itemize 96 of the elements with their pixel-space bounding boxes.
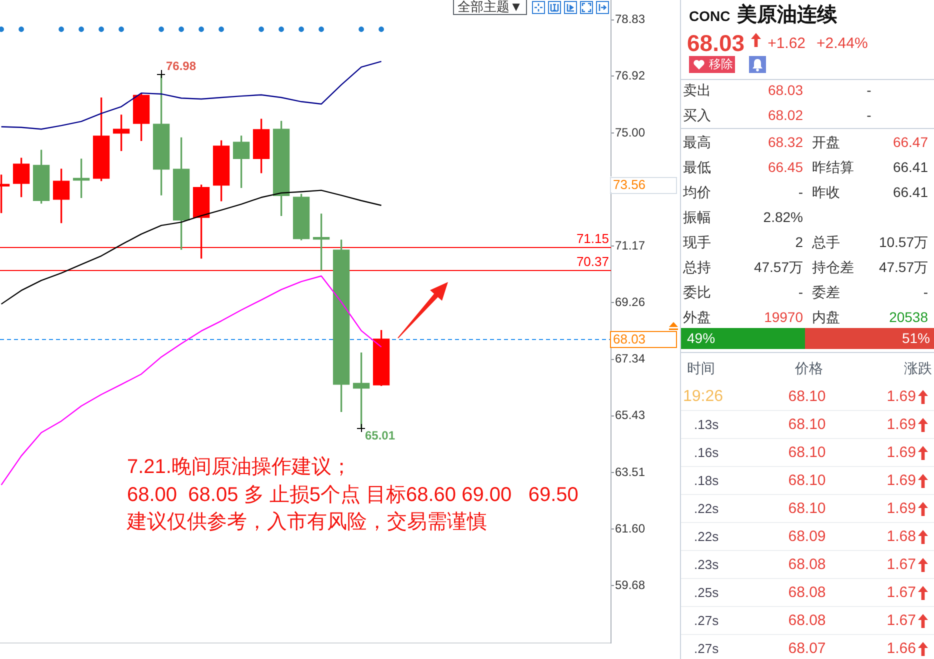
ref-line-label: 71.15 [576,230,609,246]
text: 1.69 [886,415,916,435]
text: 卖出 [683,81,711,100]
text: +1.62 [768,34,806,52]
text: - [866,81,872,100]
text: 68.08 [788,611,826,631]
text: 73.56 [613,177,646,192]
text: .16s [694,444,719,462]
text: 最低 [683,158,711,177]
text: 68.10 [788,471,826,491]
text: 68.08 [788,583,826,603]
text: .27s [694,612,719,630]
text: 涨跌 [904,359,932,378]
text: 昨结算 [812,158,854,177]
text: 总持 [683,258,711,277]
text: 68.10 [788,387,826,407]
text: 外盘 [683,308,711,327]
text: 68.02 [768,106,803,125]
text: 10.57万 [878,233,928,252]
annotation: 76.98 [166,58,196,73]
dropdown-button: 全部主题▼ [453,0,527,15]
text: 1.69 [886,499,916,519]
text: 68.07 [788,639,826,659]
y-tick-label: 67.34 [615,352,646,366]
text: .25s [694,584,719,602]
text: 66.45 [768,158,803,177]
text: 19970 [764,308,803,327]
text: 昨收 [812,183,840,202]
text: 68.10 [788,443,826,463]
y-tick-label: 75.00 [615,125,646,140]
text: 1.69 [886,387,916,407]
text: 最高 [683,133,711,152]
text: 66.47 [892,133,928,152]
meter: 49% 51% [681,328,934,349]
text: 现手 [683,233,711,252]
y-tick-label: 59.68 [615,578,646,592]
text: 1.69 [886,471,916,491]
text: 总手 [812,233,840,252]
text: 美原油连续 [737,2,838,28]
text: 内盘 [812,308,840,327]
text: 振幅 [683,208,711,227]
text: 1.67 [886,583,916,603]
ref-line-label: 68.03 [613,332,646,347]
text: 开盘 [812,133,840,152]
text: CONC [689,8,730,24]
text: 19:26 [683,387,724,407]
text: +2.44% [816,34,868,52]
text: 委差 [812,283,840,302]
y-tick-label: 63.51 [615,464,646,479]
y-tick-label: 61.60 [615,521,646,536]
text: .23s [694,556,719,574]
text: 买入 [683,106,711,125]
y-tick-label: 76.92 [615,68,646,83]
text: - [798,183,803,202]
text: 68.10 [788,415,826,435]
text: .22s [694,500,719,518]
text: .22s [694,528,719,546]
text: 2 [795,233,803,252]
text: 68.09 [788,527,826,547]
text: 20538 [889,308,928,327]
annotation: 建议仅供参考，入市有风险，交易需谨慎 [127,510,488,535]
text: 66.41 [892,183,928,202]
y-tick-label: 69.26 [615,294,646,309]
text: 1.67 [886,555,916,575]
text: 均价 [683,183,711,202]
text: 68.10 [788,499,826,519]
text: 委比 [683,283,711,302]
y-tick-label: 65.43 [615,408,646,422]
text: 1.67 [886,611,916,631]
text: 1.69 [886,443,916,463]
text: - [923,283,928,302]
text: .13s [694,416,719,434]
y-tick-label: 78.83 [615,12,646,26]
text: .18s [694,472,719,490]
text: - [866,106,872,125]
remove-button: 移除 [689,56,735,73]
ref-line-label: 70.37 [576,254,609,269]
text: 47.57万 [878,258,928,277]
text: 47.57万 [754,258,803,277]
y-tick-label: 71.17 [615,238,646,252]
text: 66.41 [892,158,928,177]
text: 68.32 [768,133,803,152]
text: 68.08 [788,555,826,575]
text: 持仓差 [812,258,854,277]
text: 2.82% [763,208,803,227]
text: - [798,283,803,302]
text: 价格 [795,359,823,378]
text: 1.68 [886,527,916,547]
text: .27s [694,640,719,658]
text: 68.03 [687,30,745,56]
annotation: 7.21.晚间原油操作建议； [127,455,352,480]
text: 时间 [687,359,715,378]
annotation: 65.01 [365,428,396,442]
annotation: 68.00 68.05 多 止损5个点 目标68.60 69.00 69.50 [127,482,578,508]
text: 68.03 [768,81,803,100]
text: 1.66 [886,639,916,659]
